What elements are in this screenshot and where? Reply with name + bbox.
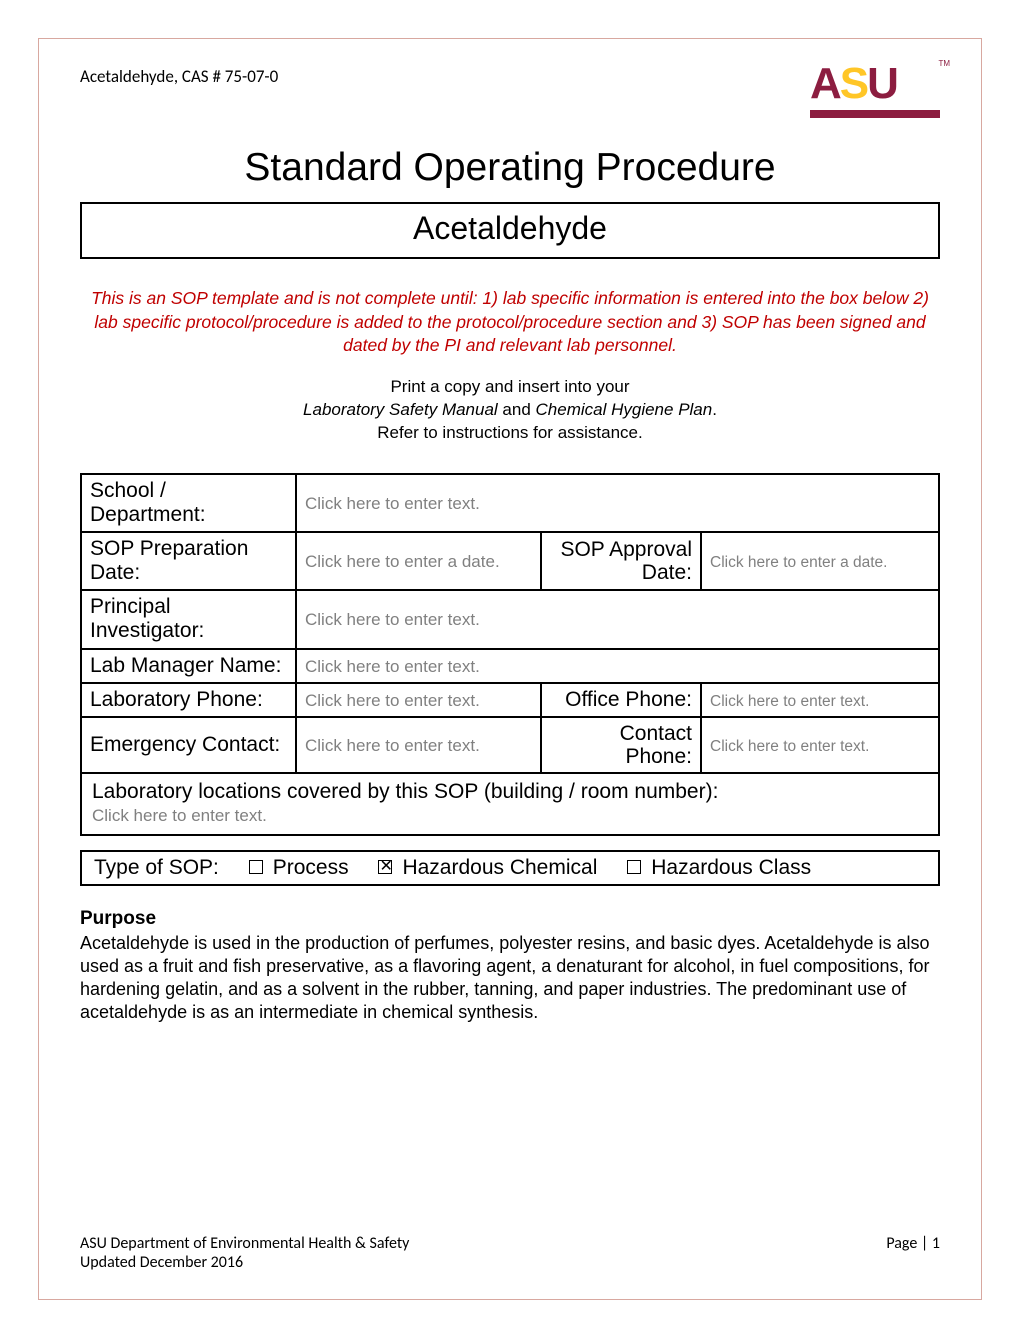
asu-logo: ASU TM [810, 62, 940, 118]
label-officephone: Office Phone: [542, 684, 702, 718]
field-school[interactable]: Click here to enter text. [297, 475, 938, 533]
print-note: Print a copy and insert into your Labora… [80, 376, 940, 445]
field-emerg[interactable]: Click here to enter text. [297, 718, 542, 774]
logo-tm: TM [938, 60, 950, 68]
field-mgr[interactable]: Click here to enter text. [297, 650, 938, 684]
print-line1: Print a copy and insert into your [390, 377, 629, 396]
logo-s: S [840, 59, 867, 108]
print-plan: Chemical Hygiene Plan [536, 400, 713, 419]
field-prep-date[interactable]: Click here to enter a date. [297, 533, 542, 591]
purpose-text: Acetaldehyde is used in the production o… [80, 932, 940, 1024]
footer-left: ASU Department of Environmental Health &… [80, 1234, 409, 1272]
checkbox-hazclass[interactable] [627, 860, 641, 874]
subtitle: Acetaldehyde [413, 210, 607, 246]
footer: ASU Department of Environmental Health &… [80, 1234, 940, 1272]
opt-hazchem: Hazardous Chemical [402, 856, 597, 879]
label-school: School / Department: [82, 475, 297, 533]
template-notice: This is an SOP template and is not compl… [84, 287, 936, 358]
field-pi[interactable]: Click here to enter text. [297, 591, 938, 649]
print-and: and [498, 400, 536, 419]
label-pi: Principal Investigator: [82, 591, 297, 649]
field-officephone[interactable]: Click here to enter text. [702, 684, 938, 718]
label-prep-date: SOP Preparation Date: [82, 533, 297, 591]
field-locations[interactable]: Laboratory locations covered by this SOP… [82, 774, 938, 834]
cas-number: Acetaldehyde, CAS # 75-07-0 [80, 62, 278, 87]
page-title: Standard Operating Procedure [80, 146, 940, 190]
opt-process: Process [273, 856, 349, 879]
field-contactphone[interactable]: Click here to enter text. [702, 718, 938, 774]
subtitle-box: Acetaldehyde [80, 202, 940, 259]
label-approval-date: SOP Approval Date: [542, 533, 702, 591]
checkbox-process[interactable] [249, 860, 263, 874]
logo-bar [810, 110, 940, 118]
field-approval-date[interactable]: Click here to enter a date. [702, 533, 938, 591]
header-row: Acetaldehyde, CAS # 75-07-0 ASU TM [80, 62, 940, 118]
sop-type-row: Type of SOP: Process Hazardous Chemical … [80, 850, 940, 886]
purpose-heading: Purpose [80, 908, 940, 930]
label-emerg: Emergency Contact: [82, 718, 297, 774]
print-manual: Laboratory Safety Manual [303, 400, 498, 419]
label-locations: Laboratory locations covered by this SOP… [92, 780, 718, 803]
opt-hazclass: Hazardous Class [651, 856, 811, 879]
label-contactphone: Contact Phone: [542, 718, 702, 774]
label-labphone: Laboratory Phone: [82, 684, 297, 718]
label-mgr: Lab Manager Name: [82, 650, 297, 684]
checkbox-hazchem[interactable] [378, 860, 392, 874]
print-period: . [712, 400, 717, 419]
logo-a: A [810, 59, 840, 108]
label-sop-type: Type of SOP: [94, 856, 219, 879]
info-table: School / Department: Click here to enter… [80, 473, 940, 836]
footer-page: Page | 1 [886, 1234, 940, 1272]
field-labphone[interactable]: Click here to enter text. [297, 684, 542, 718]
print-line3: Refer to instructions for assistance. [377, 423, 643, 442]
logo-u: U [867, 59, 897, 108]
page-content: Acetaldehyde, CAS # 75-07-0 ASU TM Stand… [80, 62, 940, 1024]
